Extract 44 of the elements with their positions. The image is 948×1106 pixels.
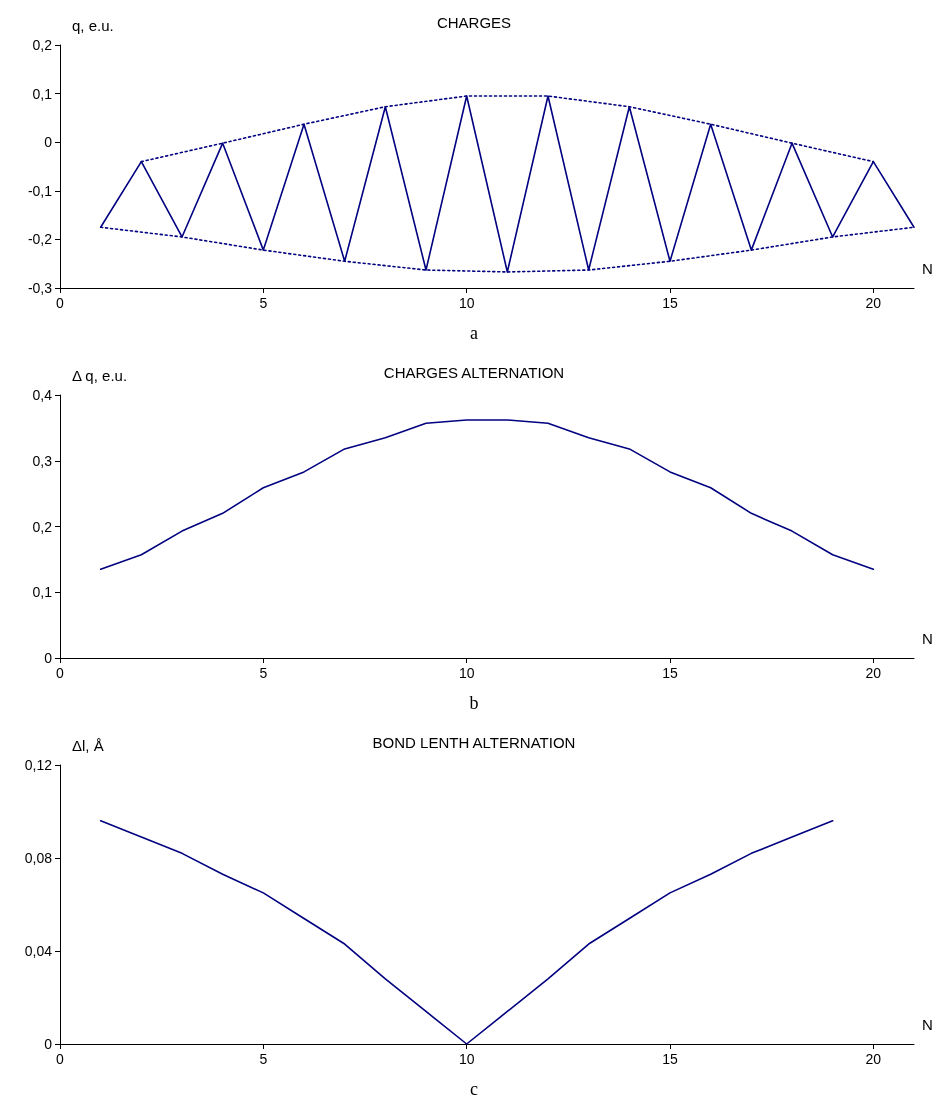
line-series <box>99 419 875 571</box>
chart-title: BOND LENTH ALTERNATION <box>372 734 576 751</box>
y-tick-label: 0,08 <box>24 850 53 866</box>
x-tick-label: 15 <box>662 295 678 311</box>
y-tick-label: 0,2 <box>32 37 53 53</box>
x-axis-title: N <box>922 260 933 277</box>
x-tick-label: 5 <box>259 295 268 311</box>
x-tick-label: 5 <box>259 665 268 681</box>
x-tick-label: 0 <box>56 295 65 311</box>
y-tick-label: 0,04 <box>24 943 53 959</box>
y-tick-label: -0,3 <box>27 280 53 296</box>
x-tick-label: 10 <box>458 295 475 311</box>
x-tick-label: 20 <box>865 295 882 311</box>
x-tick-label: 15 <box>662 1051 678 1067</box>
chart-title: CHARGES <box>436 14 512 31</box>
y-tick-label: 0,2 <box>32 518 53 535</box>
x-axis-title: N <box>922 630 933 647</box>
y-axis-title: Δl, Å <box>72 737 104 754</box>
y-tick-label: 0,1 <box>32 85 53 102</box>
y-tick-label: 0,4 <box>32 387 53 403</box>
x-tick-label: 15 <box>662 665 678 681</box>
x-tick-label: 20 <box>865 1051 882 1067</box>
x-tick-label: 0 <box>56 1051 65 1067</box>
x-tick-label: 10 <box>458 1051 475 1067</box>
y-axis-title: q, e.u. <box>72 17 114 34</box>
text: c <box>470 1079 479 1099</box>
x-tick-label: 10 <box>458 665 475 681</box>
y-tick-label: 0,1 <box>32 584 53 601</box>
y-tick-label: -0,2 <box>27 231 53 248</box>
x-tick-label: 0 <box>56 665 65 681</box>
y-tick-label: -0,1 <box>27 182 53 199</box>
text: b <box>469 693 479 713</box>
y-axis-title: Δ q, e.u. <box>72 367 128 384</box>
chart-title: CHARGES ALTERNATION <box>383 364 565 381</box>
line-series <box>99 820 834 1045</box>
x-axis-title: N <box>922 1016 933 1033</box>
x-tick-label: 20 <box>865 665 882 681</box>
y-tick-label: 0,3 <box>32 452 53 469</box>
text: a <box>470 323 479 343</box>
x-tick-label: 5 <box>259 1051 268 1067</box>
y-tick-label: 0 <box>44 1036 53 1052</box>
y-tick-label: 0,12 <box>24 757 53 773</box>
y-tick-label: 0 <box>44 650 53 666</box>
y-tick-label: 0 <box>44 134 53 151</box>
